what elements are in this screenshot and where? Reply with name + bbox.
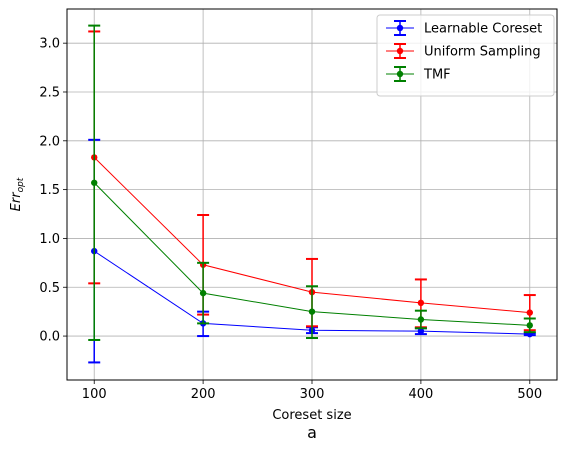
y-tick-label: 1.5: [39, 183, 60, 198]
legend-marker: [396, 70, 404, 78]
y-tick-label: 3.0: [39, 37, 60, 52]
data-point: [417, 316, 425, 323]
data-point: [526, 322, 533, 329]
figure-caption: a: [307, 423, 317, 442]
x-tick-label: 300: [300, 387, 325, 402]
x-tick-label: 100: [82, 387, 107, 402]
data-point: [308, 308, 316, 315]
legend-marker: [396, 47, 404, 55]
x-tick-label: 500: [517, 387, 542, 402]
data-point: [417, 327, 425, 335]
series-layer: [88, 24, 536, 364]
legend-label: Uniform Sampling: [424, 45, 541, 60]
legend-label: Learnable Coreset: [424, 22, 542, 37]
legend-label: TMF: [423, 68, 451, 83]
data-point: [91, 179, 98, 186]
y-tick-label: 1.0: [39, 232, 60, 247]
legend-entry: TMF: [386, 66, 451, 83]
y-tick-label: 0.0: [39, 330, 60, 345]
legend: Learnable Coreset Uniform Sampling TMF: [376, 14, 555, 97]
series-tmf: [88, 24, 536, 341]
x-tick-label: 400: [408, 387, 433, 402]
data-point: [199, 289, 207, 297]
legend-box: [376, 14, 555, 97]
y-axis-label: Erropt: [9, 177, 26, 211]
y-tick-label: 2.5: [39, 85, 60, 100]
y-tick-label: 2.0: [39, 134, 60, 149]
y-axis-label-subscript: opt: [16, 177, 26, 192]
legend-marker: [396, 24, 404, 32]
legend-entry: Learnable Coreset: [386, 20, 542, 37]
axis-ticks: 100 200 300 400 500 0.0 0.5 1.0 1.5 2.0 2.5 3.0: [39, 37, 542, 402]
data-point: [417, 299, 425, 307]
x-axis-label: Coreset size: [272, 408, 351, 423]
data-point: [526, 309, 533, 316]
y-tick-label: 0.5: [39, 281, 60, 296]
x-tick-label: 200: [191, 387, 216, 402]
y-axis-label-base: Err: [9, 191, 24, 212]
legend-entry: Uniform Sampling: [386, 43, 541, 60]
